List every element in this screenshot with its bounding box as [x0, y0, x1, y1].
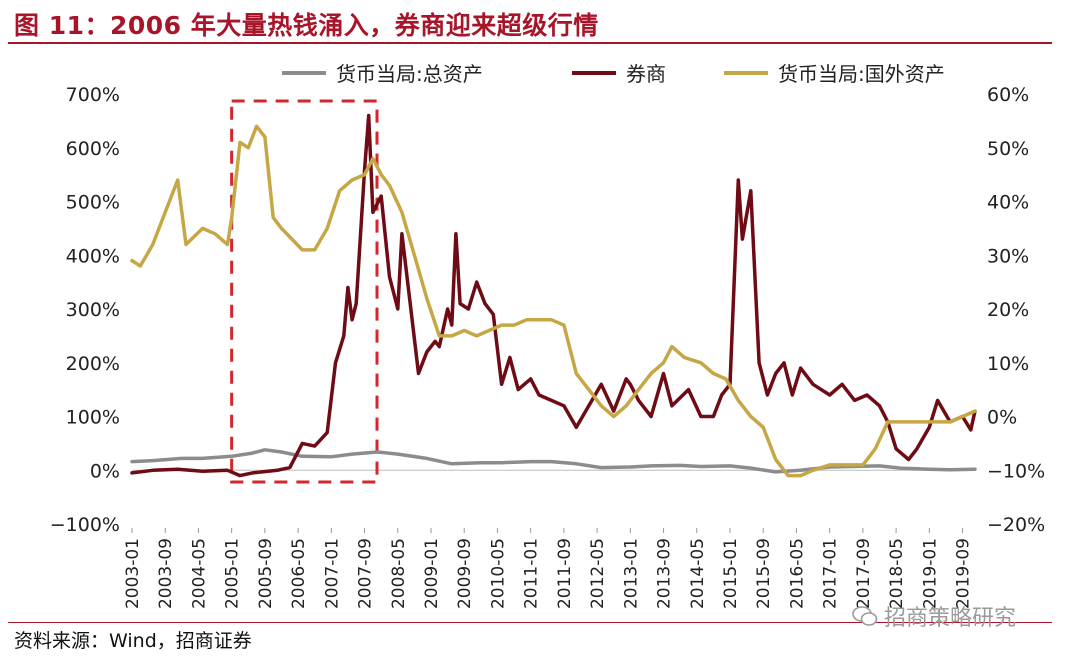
x-axis-tick-label: 2013-01 [621, 538, 641, 609]
x-axis-tick-label: 2009-01 [422, 538, 442, 609]
legend-label-foreign-assets: 货币当局:国外资产 [778, 62, 945, 86]
chart-legend: 货币当局:总资产 券商 货币当局:国外资产 [0, 58, 1080, 86]
x-axis-tick-label: 2017-01 [821, 538, 841, 609]
right-axis-tick-label: 0% [987, 407, 1017, 429]
left-axis-tick-label: −100% [50, 514, 120, 536]
x-axis-tick-label: 2016-05 [787, 538, 807, 609]
left-axis-tick-label: 400% [66, 245, 120, 267]
legend-item-broker: 券商 [572, 58, 666, 87]
left-axis-tick-label: 300% [66, 299, 120, 321]
right-axis-tick-label: −10% [987, 460, 1045, 482]
right-axis-tick-label: 20% [987, 299, 1029, 321]
series-line-foreign-assets [130, 124, 977, 478]
x-axis-tick-label: 2005-01 [223, 538, 243, 609]
watermark-label: 招商策略研究 [884, 606, 1017, 631]
figure-title: 图 11：2006 年大量热钱涌入，券商迎来超级行情 [14, 11, 599, 40]
legend-swatch-foreign-assets [724, 70, 768, 75]
right-axis-tick-label: 10% [987, 353, 1029, 375]
x-axis-tick-label: 2010-05 [488, 538, 508, 609]
legend-label-broker: 券商 [626, 62, 666, 86]
x-axis-tick-label: 2011-09 [555, 538, 575, 609]
watermark: 招商策略研究 [852, 600, 1016, 632]
source-note: 资料来源：Wind，招商证券 [14, 630, 252, 652]
x-axis-tick-label: 2019-01 [920, 538, 940, 609]
right-axis-tick-label: 30% [987, 245, 1029, 267]
x-axis-tick-label: 2012-05 [588, 538, 608, 609]
x-axis-tick-label: 2003-09 [156, 538, 176, 609]
wechat-icon [852, 606, 878, 626]
legend-item-foreign-assets: 货币当局:国外资产 [724, 58, 945, 87]
series-line-broker [130, 113, 977, 478]
x-axis-tick-label: 2007-09 [356, 538, 376, 609]
x-axis-tick-label: 2015-09 [754, 538, 774, 609]
x-axis-tick-label: 2014-05 [688, 538, 708, 609]
x-axis-tick-label: 2015-01 [721, 538, 741, 609]
x-axis-tick-label: 2019-09 [954, 538, 974, 609]
left-axis-tick-label: 500% [66, 192, 120, 214]
left-axis-tick-label: 0% [90, 460, 120, 482]
x-axis-tick-label: 2007-01 [322, 538, 342, 609]
x-axis-tick-label: 2008-05 [389, 538, 409, 609]
legend-label-total-assets: 货币当局:总资产 [336, 62, 483, 86]
x-axis-tick-label: 2011-01 [522, 538, 542, 609]
series-line-total-assets [130, 448, 977, 474]
highlight-box [230, 99, 379, 484]
x-axis-tick-label: 2013-09 [655, 538, 675, 609]
right-axis-tick-label: 60% [987, 84, 1029, 106]
legend-swatch-broker [572, 70, 616, 75]
x-axis-tick-label: 2004-05 [189, 538, 209, 609]
left-axis-tick-label: 200% [66, 353, 120, 375]
x-axis-tick-label: 2006-05 [289, 538, 309, 609]
footer-rule [8, 622, 1052, 623]
right-axis-tick-label: 50% [987, 138, 1029, 160]
left-axis-tick-label: 100% [66, 407, 120, 429]
right-axis-tick-label: −20% [987, 514, 1045, 536]
right-axis-tick-label: 40% [987, 192, 1029, 214]
legend-swatch-total-assets [282, 70, 326, 75]
x-axis-tick-label: 2003-01 [123, 538, 143, 609]
x-axis-tick-label: 2017-09 [854, 538, 874, 609]
x-axis-tick-label: 2005-09 [256, 538, 276, 609]
x-axis-tick-label: 2009-09 [455, 538, 475, 609]
left-axis-tick-label: 600% [66, 138, 120, 160]
x-axis-tick-label: 2018-05 [887, 538, 907, 609]
title-rule [8, 42, 1052, 44]
left-axis-tick-label: 700% [66, 84, 120, 106]
legend-item-total-assets: 货币当局:总资产 [282, 58, 483, 87]
